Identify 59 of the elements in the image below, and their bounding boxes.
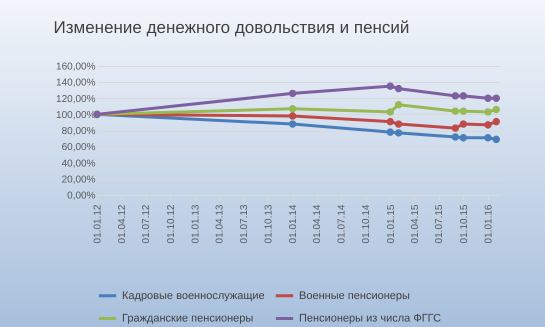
x-tick-label: 01.01.12 xyxy=(92,204,104,244)
x-tick-label: 01.04.14 xyxy=(312,204,324,244)
y-tick-label: 60,00% xyxy=(62,142,96,154)
y-tick-label: 20,00% xyxy=(62,174,96,186)
point xyxy=(484,94,492,102)
x-tick-label: 01.01.13 xyxy=(190,204,202,244)
point xyxy=(288,105,296,112)
point xyxy=(492,106,500,114)
point xyxy=(386,118,394,126)
x-tick-label: 01.10.13 xyxy=(263,204,274,244)
x-tick-label: 01.01.15 xyxy=(386,204,397,244)
point xyxy=(394,84,402,92)
point xyxy=(452,133,460,141)
x-tick-label: 01.10.12 xyxy=(166,204,177,244)
point xyxy=(452,124,460,132)
point xyxy=(288,112,296,120)
chart-title: Изменение денежного довольствия и пенсий xyxy=(54,18,410,37)
point xyxy=(386,108,394,116)
y-tick-label: 160,00% xyxy=(56,62,96,72)
y-tick-label: 40,00% xyxy=(62,158,96,170)
point xyxy=(460,134,468,142)
legend-label: Гражданские пенсионеры xyxy=(122,312,254,324)
y-tick-label: 100,00% xyxy=(56,110,96,121)
x-tick-label: 01.10.15 xyxy=(458,204,470,244)
x-tick-label: 01.04.15 xyxy=(410,204,421,244)
point xyxy=(460,107,468,115)
point xyxy=(288,120,296,128)
x-tick-label: 01.01.14 xyxy=(288,204,300,244)
point xyxy=(460,92,468,100)
point xyxy=(394,101,402,108)
legend-label: Военные пенсионеры xyxy=(299,290,410,302)
point xyxy=(452,107,460,115)
x-tick-label: 01.10.14 xyxy=(361,204,372,244)
legend-label: Кадровые военнослужащие xyxy=(122,290,265,302)
point xyxy=(484,108,492,116)
point xyxy=(386,128,394,136)
point xyxy=(484,134,492,142)
point xyxy=(394,129,402,137)
x-tick-label: 01.07.12 xyxy=(141,204,152,244)
point xyxy=(492,136,500,144)
x-tick-label: 01.07.13 xyxy=(238,204,250,244)
y-tick-label: 120,00% xyxy=(56,94,96,105)
point xyxy=(460,120,468,128)
point xyxy=(492,94,500,102)
point xyxy=(492,118,500,126)
point xyxy=(288,90,296,98)
point xyxy=(484,121,492,129)
x-tick-label: 01.07.15 xyxy=(434,204,446,244)
x-tick-label: 01.07.14 xyxy=(336,204,348,244)
y-tick-label: 140,00% xyxy=(56,78,96,89)
y-tick-label: 80,00% xyxy=(62,126,96,137)
point xyxy=(386,82,394,90)
x-tick-label: 01.04.12 xyxy=(116,204,128,244)
point xyxy=(452,92,460,100)
y-tick-label: 0,00% xyxy=(67,190,96,202)
legend-label: Пенсионеры из числа ФГГС xyxy=(299,312,442,324)
x-tick-label: 01.04.13 xyxy=(214,204,226,244)
point xyxy=(394,120,402,128)
x-tick-label: 01.01.16 xyxy=(483,204,494,244)
